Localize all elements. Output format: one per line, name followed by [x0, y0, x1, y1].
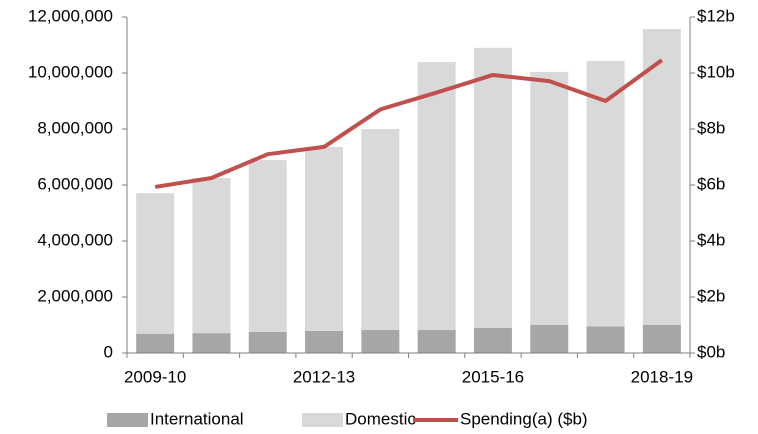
bar — [361, 330, 400, 353]
y2-tick-label: $0b — [697, 342, 725, 361]
bar — [361, 129, 400, 331]
x-tick-label: 2018-19 — [631, 367, 693, 386]
y-tick-label: 6,000,000 — [37, 174, 113, 193]
legend-label: Spending(a) ($b) — [460, 409, 588, 428]
bar — [305, 330, 344, 353]
y2-tick-label: $12b — [697, 6, 735, 25]
bar — [192, 333, 231, 353]
y2-tick-label: $2b — [697, 286, 725, 305]
x-tick-label: 2012-13 — [293, 367, 355, 386]
bar — [248, 332, 287, 353]
y-tick-label: 12,000,000 — [28, 6, 113, 25]
y-tick-label: 4,000,000 — [37, 230, 113, 249]
legend-swatch — [302, 413, 343, 427]
bar — [530, 325, 569, 353]
bar — [586, 326, 625, 353]
bar — [305, 146, 344, 331]
y2-tick-label: $10b — [697, 62, 735, 81]
bar — [530, 71, 569, 325]
bar — [642, 325, 681, 353]
y-tick-label: 0 — [104, 342, 113, 361]
bar — [248, 160, 287, 332]
bar — [417, 62, 456, 331]
x-tick-label: 2015-16 — [462, 367, 524, 386]
y-tick-label: 2,000,000 — [37, 286, 113, 305]
bar — [417, 330, 456, 353]
bar — [192, 178, 231, 334]
y-tick-label: 10,000,000 — [28, 62, 113, 81]
y2-tick-label: $6b — [697, 174, 725, 193]
bar — [473, 47, 512, 328]
legend-label: International — [150, 409, 244, 428]
x-tick-label: 2009-10 — [124, 367, 186, 386]
bar — [136, 333, 175, 353]
bar — [136, 193, 175, 334]
legend-swatch — [107, 413, 148, 427]
bar — [586, 60, 625, 327]
bar — [642, 29, 681, 325]
y2-tick-label: $4b — [697, 230, 725, 249]
spending-line — [154, 58, 664, 189]
legend-label: Domestic — [345, 409, 416, 428]
bar — [473, 327, 512, 353]
y2-tick-label: $8b — [697, 118, 725, 137]
y-tick-label: 8,000,000 — [37, 118, 113, 137]
